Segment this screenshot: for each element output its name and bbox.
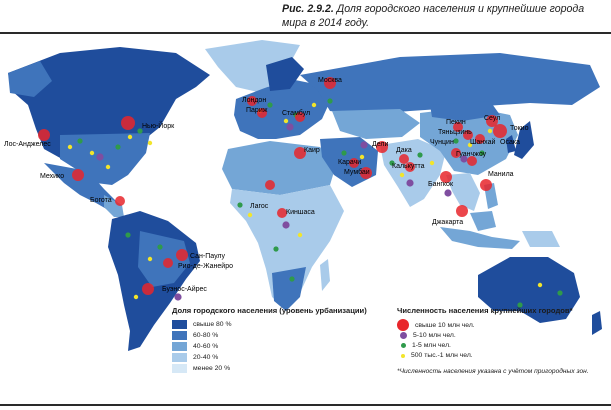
city-label-lagos: Лагос	[250, 203, 269, 210]
legend-swatch	[172, 342, 187, 351]
scandinavia	[266, 57, 304, 91]
city-label-guangzhou: Гуанчжоу	[456, 151, 487, 158]
legend-swatch	[172, 364, 187, 373]
brazil-south	[138, 231, 190, 287]
north-america	[8, 47, 210, 169]
city-label-karachi: Карачи	[338, 159, 362, 166]
greenland	[205, 40, 300, 93]
city-label-bogota: Богота	[90, 197, 112, 204]
city-label-dhaka: Дака	[396, 147, 412, 154]
city-label-delhi: Дели	[372, 141, 389, 148]
south-asia	[380, 139, 446, 207]
legend-urban-item: 20-40 %	[172, 353, 218, 362]
legend-cities-title: Численность населения крупнейших городов…	[397, 306, 573, 315]
figure-caption: Рис. 2.9.2. Доля городского населения и …	[282, 2, 608, 30]
legend-label: свыше 10 млн чел.	[415, 321, 475, 329]
city-label-istanbul: Стамбул	[282, 110, 311, 117]
legend-swatch	[172, 320, 187, 329]
madagascar	[320, 259, 330, 291]
city-label-tokyo: Токио	[510, 125, 529, 132]
japan	[514, 121, 534, 159]
indonesia	[440, 227, 520, 249]
australia	[478, 257, 580, 323]
new-guinea	[522, 231, 560, 247]
mexico	[44, 163, 118, 211]
legend-label: 500 тыс.-1 млн чел.	[411, 352, 473, 359]
legend-swatch	[172, 353, 187, 362]
city-label-cairo: Каир	[304, 147, 320, 154]
alaska	[8, 61, 52, 97]
central-america	[104, 195, 124, 217]
central-asia	[332, 109, 420, 139]
city-label-london: Лондон	[242, 97, 267, 104]
city-label-buenos-aires: Буэнос-Айрес	[162, 286, 207, 293]
top-rule	[0, 32, 611, 34]
legend-city-item: свыше 10 млн чел.	[397, 319, 475, 331]
city-label-los-angeles: Лос-Анджелес	[4, 141, 51, 148]
city-label-new-york: Нью-Йорк	[142, 123, 175, 130]
legend-urban-item: свыше 80 %	[172, 320, 232, 329]
legend-urban-title: Доля городского населения (уровень урбан…	[172, 306, 367, 315]
city-label-chongqing: Чунцин	[430, 139, 454, 146]
red-dot-icon	[397, 319, 409, 331]
city-label-mexico: Мехико	[40, 173, 65, 180]
russia	[300, 53, 600, 115]
city-label-tianjin: Тяньцзинь	[438, 129, 472, 136]
legend-city-item: 1-5 млн чел.	[401, 342, 451, 349]
city-label-moscow: Москва	[318, 77, 342, 84]
city-label-kolkata: Калькутта	[392, 163, 425, 170]
city-label-osaka: Осака	[500, 139, 520, 146]
legend-urban-item: 60-80 %	[172, 331, 218, 340]
yellow-dot-icon	[401, 353, 405, 358]
city-label-jakarta: Джакарта	[432, 219, 464, 226]
purple-dot-icon	[400, 332, 407, 339]
southern-africa	[272, 267, 306, 311]
city-label-sao-paulo: Сан-Паулу	[190, 253, 225, 260]
city-dots-medium	[77, 98, 563, 308]
legend-label: 20-40 %	[193, 354, 219, 361]
legend-label: 1-5 млн чел.	[412, 342, 451, 349]
borneo	[470, 211, 496, 231]
legend-label: свыше 80 %	[193, 321, 232, 328]
mongolia	[430, 101, 500, 121]
city-label-seoul: Сеул	[484, 115, 501, 122]
city-label-shanghai: Шанхай	[470, 139, 496, 146]
southeast-asia	[446, 173, 480, 211]
legend-city-item: 5-10 млн чел.	[400, 332, 456, 339]
megacity-dots	[38, 77, 507, 295]
europe	[234, 79, 332, 139]
figure-number: Рис. 2.9.2.	[282, 3, 334, 15]
city-dots-large	[96, 123, 468, 301]
legend-city-item: 500 тыс.-1 млн чел.	[401, 352, 473, 359]
city-label-rio: Рио-де-Жанейро	[178, 263, 234, 270]
city-label-bangkok: Бангкок	[428, 181, 454, 188]
legend-urban-item: 40-60 %	[172, 342, 218, 351]
legend-label: менее 20 %	[193, 365, 231, 372]
footnote: *Численность населения указана с учётом …	[397, 368, 589, 375]
legend-label: 5-10 млн чел.	[413, 332, 456, 339]
central-africa	[230, 185, 344, 309]
new-zealand	[592, 311, 602, 335]
green-dot-icon	[401, 343, 406, 348]
city-label-kinshasa: Киншаса	[286, 209, 315, 216]
legend-urban-item: менее 20 %	[172, 364, 230, 373]
world-map: Лос-Анджелес Нью-Йорк Мехико Богота Сан-…	[0, 35, 611, 401]
bottom-rule	[0, 404, 611, 406]
city-label-beijing: Пекин	[446, 119, 466, 126]
korea	[506, 135, 516, 153]
legend-label: 40-60 %	[193, 343, 219, 350]
city-label-paris: Париж	[246, 107, 268, 114]
city-label-manila: Манила	[488, 171, 514, 178]
legend-label: 60-80 %	[193, 332, 219, 339]
city-label-mumbai: Мумбаи	[344, 169, 370, 176]
figure-title: Доля городского населения и крупнейшие г…	[282, 3, 585, 29]
legend-swatch	[172, 331, 187, 340]
north-africa	[222, 141, 336, 195]
